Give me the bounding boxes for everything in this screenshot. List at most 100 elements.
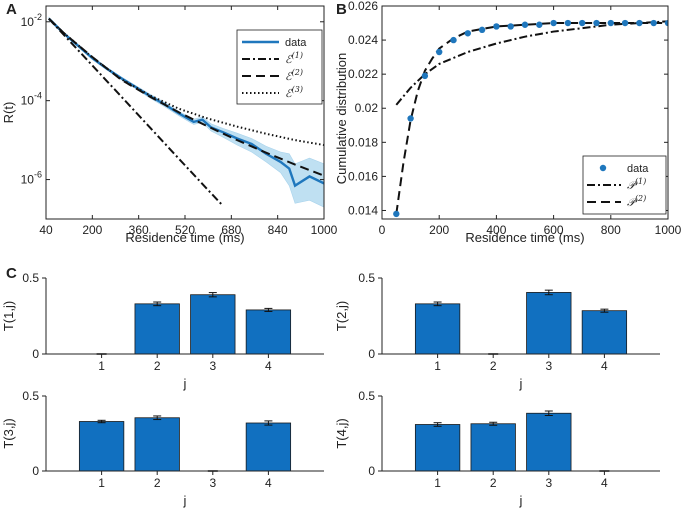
x-tick-label: 2 [154,476,161,490]
bar [190,294,236,355]
series-p2-line [395,22,668,215]
legend-box [582,155,667,215]
bar [526,292,572,355]
y-tick-exponent: -2 [34,12,42,22]
bar [414,424,461,472]
y-tick-label: 0.014 [348,203,378,217]
y-tick-exponent: -4 [34,91,42,101]
x-tick-label: 4 [601,476,608,490]
y-tick-base: 10 [21,94,35,108]
plot-area-a [48,16,324,208]
legend-label: 𝒫(1) [627,177,646,192]
legend-label: ℰ(3) [285,85,303,100]
y-axis-label: T(3,j) [1,418,16,448]
y-tick-label: 0.024 [348,33,378,47]
data-point [536,21,543,28]
y-tick-label: 0.5 [358,271,375,285]
data-point [407,115,414,122]
bar [581,310,628,355]
data-point [421,72,429,80]
bar [78,421,125,472]
x-tick-label: 3 [209,359,216,373]
x-axis-label: j [519,376,523,391]
y-tick-label: 0.5 [22,389,39,403]
y-tick-label: 0.026 [348,0,378,13]
x-tick-label: 600 [544,223,564,237]
x-tick-label: 1000 [655,223,682,237]
chart-c1: 1 2 3 4 0 0.5 j T(1,j) [1,271,324,391]
y-axis-label: T(4,j) [334,418,349,448]
legend-symbol: ℰ [285,87,293,100]
bar [134,417,180,472]
y-axis-label: T(1,j) [1,301,16,331]
data-point [478,26,486,34]
x-tick-label: 840 [268,223,288,237]
x-axis-label: j [183,376,187,391]
data-point [521,21,529,28]
bar [245,422,292,472]
legend-symbol: ℰ [285,53,293,66]
data-point [607,19,614,27]
y-tick-label: 10-2 [21,12,42,29]
data-point [579,19,586,27]
data-point [493,23,500,30]
x-tick-label: 800 [601,223,621,237]
data-point [593,19,600,27]
x-tick-label: 200 [82,223,102,237]
data-point [550,19,557,27]
legend-symbol: ℰ [285,70,293,83]
data-point [564,19,572,27]
x-tick-label: 1 [434,476,441,490]
x-tick-label: 2 [490,476,497,490]
legend-marker [599,164,607,172]
y-axis-label: Cumulative distribution [334,53,349,185]
legend-superscript: (2) [635,194,646,203]
x-axis-label: j [519,493,523,508]
bar [245,309,292,355]
legend-label: ℰ(2) [285,68,303,83]
bar [414,303,461,355]
panel-label-C: C [6,265,17,282]
series-e1-line [48,17,224,207]
legend-symbol: 𝒫 [627,179,638,192]
x-axis-label: Residence time (ms) [125,230,244,245]
y-tick-exponent: -6 [34,170,42,180]
chart-a: 40 200 360 520 680 840 100010-210-410-6Residen… [1,5,338,245]
chart-c4: 1 2 3 4 0 0.5 j T(4,j) [334,389,660,508]
y-axis-label: T(2,j) [334,301,349,331]
x-tick-label: 520 [175,223,195,237]
y-tick-label: 0 [368,464,375,478]
y-tick-label: 0.5 [358,389,375,403]
data-point [650,19,657,27]
y-tick-label: 0.016 [348,169,378,183]
legend-label: data [285,37,307,49]
y-tick-label: 10-6 [21,170,42,187]
data-point [636,19,643,27]
chart-b: 0 200 400 600 800 1000 0.014 0.016 0.018 0.02 0.02… [334,0,682,245]
series-e2-line [48,17,324,177]
legend-label: ℰ(1) [285,51,303,66]
x-tick-label: 1 [434,359,441,373]
legend-superscript: (2) [292,68,303,77]
y-tick-label: 0.022 [348,67,378,81]
legend-label: 𝒫(2) [627,194,646,209]
x-tick-label: 360 [129,223,149,237]
x-tick-label: 1 [98,359,105,373]
y-tick-label: 0 [32,347,39,361]
x-tick-label: 400 [486,223,506,237]
panel-label-A: A [6,1,17,18]
x-tick-label: 3 [545,359,552,373]
data-point [664,19,668,27]
legend-superscript: (1) [635,177,646,186]
x-tick-label: 1000 [311,223,338,237]
data-point [464,30,471,37]
y-tick-label: 0.018 [348,135,378,149]
x-tick-label: 0 [379,223,386,237]
legend-superscript: (3) [292,85,303,94]
bar [526,412,572,472]
y-tick-label: 0 [32,464,39,478]
bar [134,303,180,355]
